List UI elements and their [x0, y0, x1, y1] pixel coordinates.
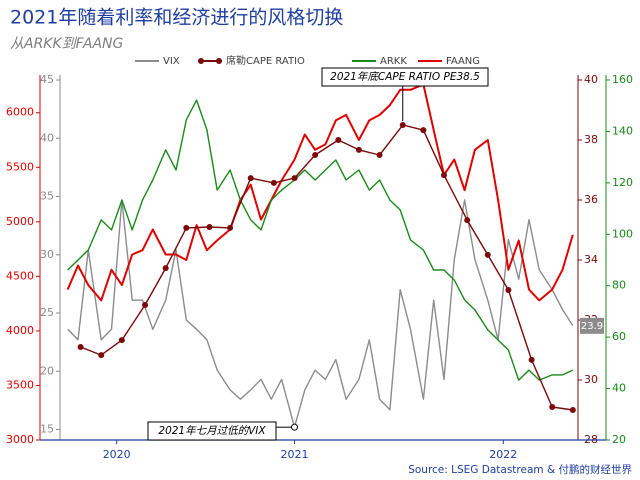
legend-dot	[198, 58, 204, 64]
y-tick-label: 40	[40, 131, 54, 144]
chart-title: 2021年随着利率和经济进行的风格切换	[10, 7, 343, 29]
y-tick-label: 60	[612, 330, 626, 343]
y-tick-label: 3500	[6, 378, 34, 391]
y-tick-label: 20	[612, 433, 626, 446]
x-tick-label: 2021	[281, 448, 309, 461]
y-tick-label: 25	[40, 306, 54, 319]
annotation-text: 2021年七月过低的VIX	[158, 425, 266, 437]
y-tick-label: 36	[584, 193, 598, 206]
series-point	[142, 302, 149, 308]
series-line	[67, 199, 574, 428]
y-tick-label: 34	[584, 253, 598, 266]
series-point	[484, 251, 491, 258]
annotation-marker	[291, 423, 299, 431]
y-tick-label: 160	[612, 73, 633, 86]
legend-dot	[216, 58, 222, 64]
y-tick-label: 4500	[6, 269, 34, 282]
series-point	[247, 175, 254, 182]
series-point	[206, 224, 213, 230]
y-tick-label: 30	[584, 373, 598, 386]
series-point	[183, 224, 190, 231]
annotation-box	[321, 67, 489, 87]
y-tick-label: 5000	[6, 215, 34, 228]
y-tick-label: 20	[40, 364, 54, 377]
last-value-box	[580, 317, 604, 334]
legend-label: ARKK	[380, 56, 407, 67]
series-point	[549, 404, 556, 410]
series-point	[505, 287, 512, 293]
x-tick-label: 2020	[103, 448, 131, 461]
y-tick-label: 40	[584, 73, 598, 86]
y-tick-label: 38	[584, 133, 598, 146]
chart-subtitle: 从ARKK到FAANG	[10, 36, 124, 52]
legend-label: 席勒CAPE RATIO	[226, 54, 305, 67]
series-point	[335, 137, 342, 143]
y-tick-label: 45	[40, 73, 54, 86]
series-point	[270, 179, 277, 186]
series-line	[80, 124, 573, 411]
series-point	[464, 217, 471, 224]
y-tick-label: 30	[40, 248, 54, 261]
series-point	[77, 344, 84, 350]
series-point	[291, 175, 298, 182]
annotation-box	[147, 421, 277, 441]
y-tick-label: 4000	[6, 324, 34, 337]
series-point	[399, 122, 406, 128]
series-point	[376, 152, 383, 158]
y-tick-label: 40	[612, 382, 626, 395]
y-tick-label: 100	[612, 227, 633, 240]
series-point	[420, 127, 427, 134]
series-point	[528, 356, 535, 363]
y-tick-label: 140	[612, 124, 633, 137]
annotation-text: 2021年底CAPE RATIO PE38.5	[330, 71, 480, 83]
series-point	[162, 265, 169, 272]
series-point	[98, 352, 105, 359]
y-tick-label: 5500	[6, 160, 34, 173]
y-tick-label: 120	[612, 176, 633, 189]
y-tick-label: 15	[40, 423, 54, 436]
series-point	[118, 337, 125, 344]
series-point	[440, 172, 447, 179]
last-value-label: 23.9	[581, 321, 603, 332]
y-tick-label: 80	[612, 279, 626, 292]
series-point	[227, 224, 234, 231]
x-tick-label: 2022	[489, 448, 517, 461]
y-tick-label: 6000	[6, 106, 34, 119]
series-point	[355, 146, 362, 153]
source: Source: LSEG Datastream & 付鹏的财经世界	[408, 463, 632, 476]
series-line	[67, 99, 574, 381]
legend-label: VIX	[163, 56, 180, 67]
y-tick-label: 3000	[6, 433, 34, 446]
legend-label: FAANG	[446, 56, 480, 67]
series-point	[569, 407, 576, 413]
series-point	[312, 152, 319, 158]
y-tick-label: 35	[40, 190, 54, 203]
series-line	[66, 83, 574, 302]
